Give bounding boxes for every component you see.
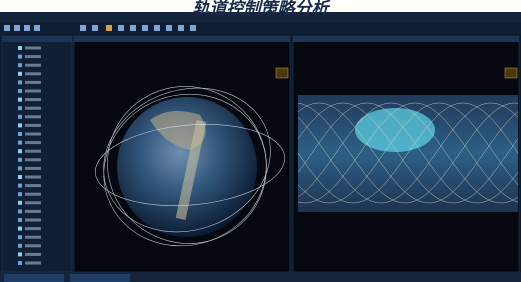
tool-icon[interactable] xyxy=(118,25,124,31)
tree-icon xyxy=(18,141,22,145)
view-3d-header xyxy=(74,36,290,42)
tree-label xyxy=(25,227,41,230)
tree-label xyxy=(25,133,41,136)
tool-icon[interactable] xyxy=(154,25,160,31)
tree-label xyxy=(25,244,41,247)
tree-label xyxy=(25,167,41,170)
tree-icon xyxy=(18,175,22,179)
tree-label xyxy=(25,98,41,101)
tree-label xyxy=(25,193,41,196)
info-badge xyxy=(505,68,517,78)
tree-label xyxy=(25,124,41,127)
tree-icon xyxy=(18,63,22,67)
tree-icon xyxy=(18,55,22,59)
tree-icon xyxy=(18,115,22,119)
tree-label xyxy=(25,64,41,67)
tree-icon xyxy=(18,80,22,84)
tree-icon xyxy=(18,98,22,102)
tree-label xyxy=(25,81,41,84)
tree-label xyxy=(25,90,41,93)
tree-icon xyxy=(18,149,22,153)
toolbar xyxy=(0,22,521,34)
tree-label xyxy=(25,158,41,161)
tree-icon xyxy=(18,235,22,239)
page-title: 轨道控制策略分析 xyxy=(0,0,521,19)
tree-label xyxy=(25,176,41,179)
app-window xyxy=(0,0,521,282)
tree-icon xyxy=(18,244,22,248)
tool-icon[interactable] xyxy=(130,25,136,31)
tree-icon xyxy=(18,201,22,205)
tree-label xyxy=(25,262,41,265)
tab[interactable] xyxy=(70,274,130,282)
tree-label xyxy=(25,47,41,50)
tree-icon xyxy=(18,184,22,188)
tree-label xyxy=(25,201,41,204)
tree-icon xyxy=(18,192,22,196)
tool-icon[interactable] xyxy=(142,25,148,31)
info-badge xyxy=(276,68,288,78)
tool-icon[interactable] xyxy=(80,25,86,31)
tree-label xyxy=(25,150,41,153)
tool-icon[interactable] xyxy=(34,25,40,31)
tree-icon xyxy=(18,89,22,93)
tree-icon xyxy=(18,72,22,76)
tree-icon xyxy=(18,227,22,231)
tree-icon xyxy=(18,158,22,162)
tree-label xyxy=(25,210,41,213)
tool-icon[interactable] xyxy=(24,25,30,31)
tree-icon xyxy=(18,46,22,50)
tool-icon[interactable] xyxy=(4,25,10,31)
tree-icon xyxy=(18,261,22,265)
tree-label xyxy=(25,55,41,58)
tree-label xyxy=(25,219,41,222)
view-2d-header xyxy=(293,36,519,42)
tree-icon xyxy=(18,123,22,127)
tab[interactable] xyxy=(4,274,64,282)
tool-icon[interactable] xyxy=(190,25,196,31)
tree-label xyxy=(25,253,41,256)
tree-label xyxy=(25,72,41,75)
tool-icon[interactable] xyxy=(92,25,98,31)
tree-label xyxy=(25,236,41,239)
tree-icon xyxy=(18,209,22,213)
tree-panel-header xyxy=(2,36,72,42)
tree-label xyxy=(25,115,41,118)
tool-icon[interactable] xyxy=(166,25,172,31)
tree-label xyxy=(25,107,41,110)
tool-icon[interactable] xyxy=(106,25,112,31)
tool-icon[interactable] xyxy=(178,25,184,31)
tree-icon xyxy=(18,218,22,222)
tree-icon xyxy=(18,252,22,256)
tree-label xyxy=(25,184,41,187)
tree-icon xyxy=(18,106,22,110)
screen: 轨道控制策略分析 xyxy=(0,0,521,282)
tree-label xyxy=(25,141,41,144)
tool-icon[interactable] xyxy=(14,25,20,31)
tree-icon xyxy=(18,166,22,170)
tree-icon xyxy=(18,132,22,136)
